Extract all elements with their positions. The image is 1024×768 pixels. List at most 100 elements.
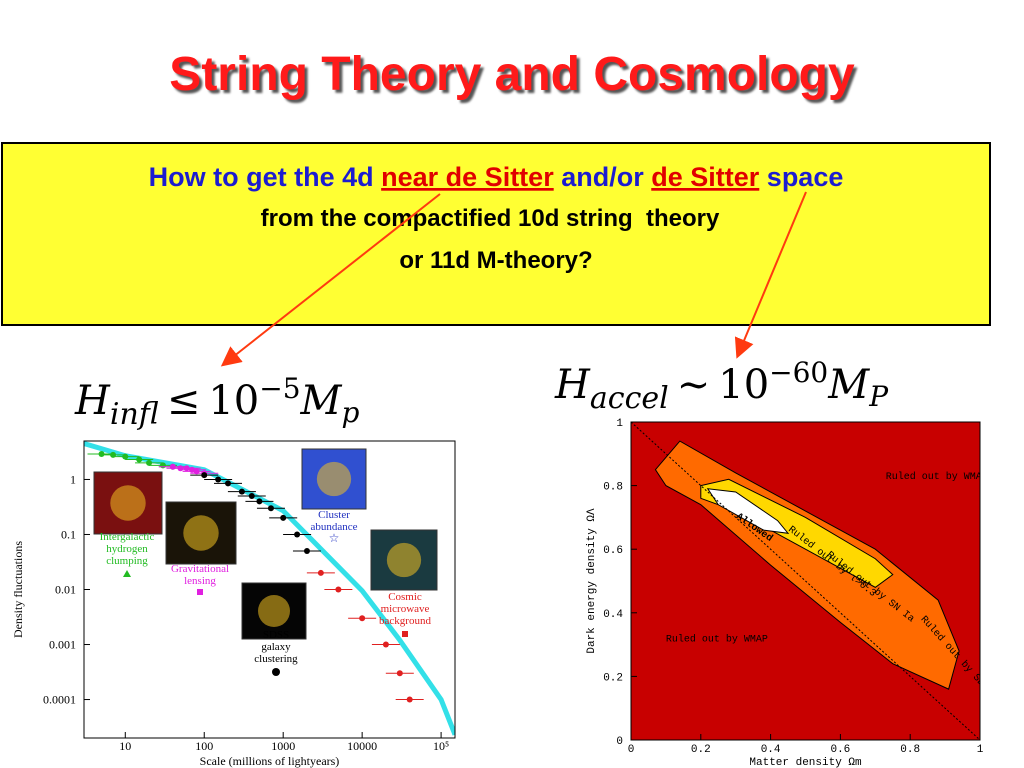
- x-axis-title: Matter density Ωm: [749, 757, 862, 768]
- mass: M: [827, 362, 870, 408]
- annotation: Ruled out by WMAP: [886, 471, 988, 483]
- data-point: [169, 463, 176, 470]
- exponent: −5: [259, 372, 300, 405]
- annotation: microwave: [381, 603, 430, 615]
- data-point: [294, 531, 301, 538]
- y-tick-label: 0.2: [603, 672, 623, 684]
- x-tick-label: 0.8: [900, 744, 920, 756]
- symbol: H: [554, 362, 591, 408]
- plot-area: [84, 441, 455, 736]
- x-tick-label: 10: [119, 739, 131, 753]
- data-point: [256, 498, 263, 505]
- annotation: Cosmic: [388, 591, 422, 603]
- y-tick-label: 1: [616, 418, 623, 430]
- data-point: [317, 569, 324, 576]
- x-tick-label: 10⁵: [433, 739, 449, 753]
- y-tick-label: 0: [616, 736, 623, 748]
- base: 10: [208, 378, 259, 424]
- data-point: [382, 641, 389, 648]
- arrow: [734, 191, 807, 359]
- data-point: [183, 465, 190, 472]
- formula: Haccel ∼ 10−60MP: [554, 356, 889, 416]
- x-tick-label: 0.6: [830, 744, 850, 756]
- text: and/or: [561, 162, 644, 192]
- y-tick-label: 0.001: [49, 638, 76, 652]
- data-point: [136, 456, 143, 463]
- data-point: [280, 514, 287, 521]
- x-tick-label: 0: [628, 744, 635, 756]
- question-line: or 11d M-theory?: [399, 247, 592, 274]
- marker: ☆: [329, 531, 340, 545]
- arrow: [220, 193, 441, 367]
- highlight: near de Sitter: [381, 162, 554, 192]
- x-tick-label: 1: [977, 744, 984, 756]
- annotation: Intergalactic: [100, 531, 155, 543]
- base: 10: [718, 362, 769, 408]
- text: space: [767, 162, 844, 192]
- picture-detail: [183, 515, 219, 551]
- slide-title: String Theory and Cosmology: [169, 48, 855, 101]
- data-point: [406, 696, 413, 703]
- exponent: −60: [769, 356, 828, 389]
- marker: [123, 570, 131, 577]
- marker: [272, 668, 280, 676]
- y-tick-label: 0.4: [603, 609, 623, 621]
- symbol: H: [74, 378, 111, 424]
- picture-detail: [110, 485, 146, 521]
- formula: Hinfl ≤10−5Mp: [74, 372, 360, 432]
- question-box: [1, 142, 991, 326]
- picture-detail: [316, 461, 352, 497]
- y-tick-label: 0.0001: [43, 693, 76, 707]
- data-point: [248, 493, 255, 500]
- data-point: [225, 480, 232, 487]
- data-point: [201, 472, 208, 479]
- data-point: [335, 586, 342, 593]
- subscript: accel: [590, 381, 669, 416]
- x-tick-label: 1000: [271, 739, 295, 753]
- annotation: lensing: [184, 575, 216, 587]
- annotation: background: [379, 615, 431, 627]
- question-line: from the compactified 10d string theory: [261, 205, 720, 232]
- subscript: infl: [110, 397, 159, 432]
- annotation: SDSS: [263, 629, 289, 641]
- annotation: hydrogen: [106, 543, 148, 555]
- data-point: [98, 451, 105, 458]
- picture-detail: [258, 595, 290, 627]
- data-point: [122, 453, 129, 460]
- data-point: [267, 505, 274, 512]
- subscript: p: [342, 396, 360, 429]
- data-point: [146, 459, 153, 466]
- plot-frame: [630, 421, 981, 741]
- region: [706, 488, 790, 534]
- y-tick-label: 0.01: [55, 583, 76, 597]
- relation: ≤: [167, 378, 201, 424]
- y-tick-label: 0.6: [603, 545, 623, 557]
- data-point: [303, 548, 310, 555]
- annotation: galaxy: [261, 641, 291, 653]
- data-point: [238, 488, 245, 495]
- y-tick-label: 0.8: [603, 482, 623, 494]
- y-axis-title: Density fluctuations: [11, 541, 25, 638]
- annotation: Ruled out by WMAP: [666, 633, 768, 645]
- data-point: [359, 615, 366, 622]
- highlight: de Sitter: [651, 162, 760, 192]
- picture-detail: [386, 542, 422, 578]
- annotation: Cluster: [318, 509, 350, 521]
- question-line: How to get the 4d near de Sitter and/or …: [149, 162, 844, 192]
- text: How to get the 4d: [149, 162, 374, 192]
- flat-universe-line: [631, 422, 980, 740]
- annotation: abundance: [310, 521, 357, 533]
- x-tick-label: 0.2: [691, 744, 711, 756]
- data-point: [215, 476, 222, 483]
- y-axis-title: Dark energy density ΩΛ: [586, 508, 598, 654]
- x-tick-label: 0.4: [761, 744, 781, 756]
- data-point: [396, 670, 403, 677]
- x-tick-label: 10000: [347, 739, 377, 753]
- annotation: clustering: [254, 653, 298, 665]
- x-tick-label: 100: [195, 739, 213, 753]
- annotation: clumping: [106, 555, 148, 567]
